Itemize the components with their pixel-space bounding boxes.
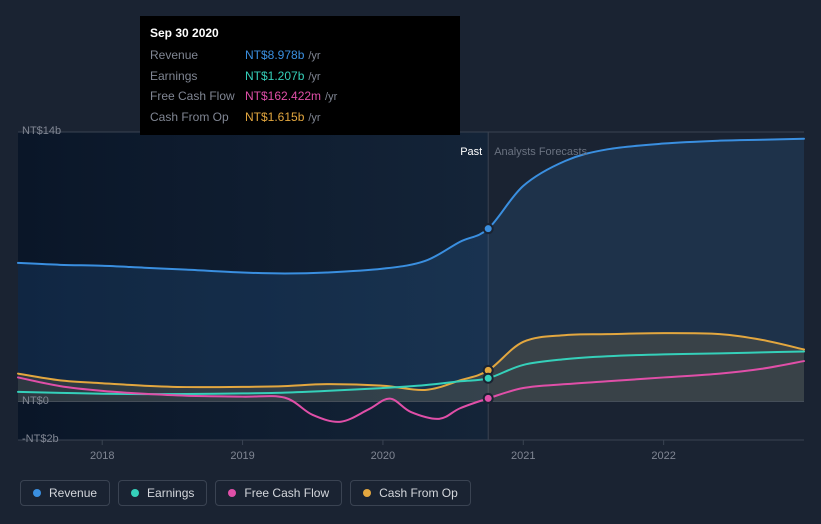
tooltip-row: EarningsNT$1.207b/yr — [150, 66, 450, 87]
tooltip-row-label: Free Cash Flow — [150, 86, 245, 107]
legend-item[interactable]: Free Cash Flow — [215, 480, 342, 506]
legend-dot-icon — [363, 489, 371, 497]
tooltip-date: Sep 30 2020 — [150, 24, 450, 42]
y-axis-label: -NT$2b — [22, 433, 59, 445]
tooltip-row-value: NT$8.978b/yr — [245, 45, 450, 66]
tooltip-table: RevenueNT$8.978b/yrEarningsNT$1.207b/yrF… — [150, 45, 450, 127]
legend-item-label: Cash From Op — [379, 486, 458, 500]
past-label: Past — [460, 146, 482, 158]
tooltip-row-value: NT$162.422m/yr — [245, 86, 450, 107]
legend-item-label: Free Cash Flow — [244, 486, 329, 500]
legend-item-label: Earnings — [147, 486, 194, 500]
x-axis-label: 2022 — [651, 450, 675, 462]
y-axis-label: NT$14b — [22, 125, 61, 137]
chart-legend: Revenue Earnings Free Cash Flow Cash From O… — [20, 480, 471, 506]
tooltip-row-value: NT$1.207b/yr — [245, 66, 450, 87]
x-axis-label: 2019 — [230, 450, 254, 462]
forecast-label: Analysts Forecasts — [494, 146, 587, 158]
legend-dot-icon — [33, 489, 41, 497]
legend-dot-icon — [131, 489, 139, 497]
tooltip-row: RevenueNT$8.978b/yr — [150, 45, 450, 66]
tooltip-row: Free Cash FlowNT$162.422m/yr — [150, 86, 450, 107]
tooltip-row: Cash From OpNT$1.615b/yr — [150, 107, 450, 128]
legend-item[interactable]: Earnings — [118, 480, 207, 506]
legend-item[interactable]: Cash From Op — [350, 480, 471, 506]
tooltip-row-value: NT$1.615b/yr — [245, 107, 450, 128]
tooltip-row-label: Earnings — [150, 66, 245, 87]
tooltip-row-label: Revenue — [150, 45, 245, 66]
x-axis-label: 2020 — [371, 450, 395, 462]
legend-item[interactable]: Revenue — [20, 480, 110, 506]
y-axis-label: NT$0 — [22, 395, 49, 407]
legend-item-label: Revenue — [49, 486, 97, 500]
x-axis-label: 2018 — [90, 450, 114, 462]
legend-dot-icon — [228, 489, 236, 497]
chart-tooltip: Sep 30 2020 RevenueNT$8.978b/yrEarningsN… — [140, 16, 460, 135]
tooltip-row-label: Cash From Op — [150, 107, 245, 128]
x-axis-label: 2021 — [511, 450, 535, 462]
